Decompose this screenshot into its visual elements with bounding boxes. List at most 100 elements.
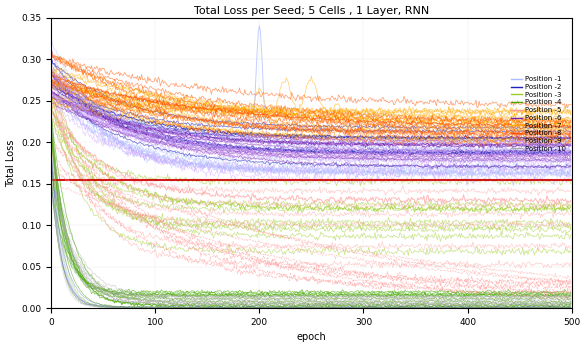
Position -8 (475, 122, 482, 127)
Position -7 (560, 125, 567, 129)
Position -10 (567, 304, 574, 308)
Position -3 (567, 204, 574, 208)
Position -4 (298, 303, 305, 308)
Position -5 (294, 193, 301, 198)
Position -1 (557, 149, 564, 153)
Position -6 (357, 143, 364, 147)
Position -1 (330, 144, 337, 148)
Position -4 (475, 303, 482, 307)
Position -3 (294, 203, 301, 207)
Position -6 (298, 142, 305, 146)
Position -10 (556, 302, 563, 307)
Position -9 (329, 151, 336, 155)
Position -5 (438, 202, 445, 206)
Position -8 (298, 116, 305, 120)
Position -10 (298, 303, 305, 307)
Position -1 (298, 141, 305, 145)
Position -3 (551, 211, 558, 215)
Position -3 (298, 209, 305, 213)
Line: Position -3: Position -3 (51, 108, 571, 213)
Position -7 (567, 120, 574, 125)
Position -3 (47, 106, 54, 110)
Position -10 (294, 303, 301, 307)
Line: Position -6: Position -6 (51, 93, 571, 148)
Position -3 (473, 208, 481, 212)
Position -6 (556, 144, 563, 148)
Position -5 (475, 197, 482, 201)
Position -8 (567, 124, 574, 128)
Position -1 (255, 24, 263, 28)
Position -3 (329, 206, 336, 211)
Position -2 (294, 135, 301, 140)
Position -9 (357, 149, 364, 153)
Line: Position -8: Position -8 (51, 76, 571, 128)
Position -8 (49, 74, 56, 78)
Position -6 (567, 144, 574, 148)
Position -7 (473, 120, 481, 125)
Position -9 (567, 151, 574, 156)
Position -7 (298, 115, 305, 119)
Position -2 (357, 134, 364, 138)
Line: Position -4: Position -4 (51, 125, 571, 308)
Line: Position -2: Position -2 (51, 84, 571, 140)
Position -2 (47, 81, 54, 86)
Position -5 (298, 196, 305, 200)
Position -1 (475, 149, 482, 153)
Position -6 (480, 146, 487, 150)
Position -2 (567, 136, 574, 140)
Line: Position -7: Position -7 (51, 83, 571, 127)
Position -2 (329, 135, 336, 139)
Line: Position -10: Position -10 (51, 160, 571, 307)
Position -9 (294, 151, 301, 156)
Title: Total Loss per Seed; 5 Cells , 1 Layer, RNN: Total Loss per Seed; 5 Cells , 1 Layer, … (194, 6, 429, 16)
Position -10 (47, 158, 54, 163)
Position -4 (294, 304, 301, 309)
Position -7 (294, 116, 301, 120)
Position -9 (557, 157, 564, 161)
Position -6 (47, 90, 54, 95)
Position -7 (47, 81, 54, 85)
Line: Position -9: Position -9 (51, 88, 571, 159)
Position -5 (556, 200, 563, 204)
Position -8 (556, 124, 563, 128)
Position -9 (555, 150, 562, 154)
Position -2 (298, 132, 305, 136)
Position -9 (298, 151, 305, 155)
Position -4 (556, 304, 563, 308)
Position -5 (47, 109, 54, 113)
Position -10 (357, 302, 364, 307)
Position -4 (357, 303, 364, 307)
Position -1 (47, 78, 54, 82)
Position -1 (295, 142, 302, 146)
Position -6 (473, 143, 481, 147)
Position -9 (473, 150, 481, 155)
Position -8 (47, 75, 54, 79)
Position -5 (357, 198, 364, 202)
Position -4 (407, 306, 414, 310)
Position -8 (295, 116, 302, 120)
Position -2 (404, 138, 411, 142)
Position -7 (329, 113, 336, 118)
Position -7 (357, 115, 364, 119)
Position -10 (390, 305, 397, 309)
Position -10 (475, 304, 482, 308)
X-axis label: epoch: epoch (297, 332, 326, 342)
Position -6 (329, 142, 336, 147)
Y-axis label: Total Loss: Total Loss (5, 139, 16, 187)
Position -3 (556, 207, 563, 212)
Line: Position -1: Position -1 (51, 26, 571, 155)
Position -5 (567, 198, 574, 202)
Position -8 (330, 117, 337, 121)
Legend: Position -1, Position -2, Position -3, Position -4, Position -5, Position -6, Po: Position -1, Position -2, Position -3, P… (509, 73, 568, 155)
Position -1 (500, 152, 507, 157)
Position -6 (294, 142, 301, 146)
Position -4 (47, 123, 54, 127)
Position -3 (357, 206, 364, 210)
Position -4 (329, 302, 336, 306)
Position -5 (329, 196, 336, 200)
Position -9 (47, 86, 54, 90)
Position -8 (565, 126, 572, 130)
Position -7 (555, 121, 562, 125)
Position -2 (556, 136, 563, 140)
Position -2 (475, 135, 482, 140)
